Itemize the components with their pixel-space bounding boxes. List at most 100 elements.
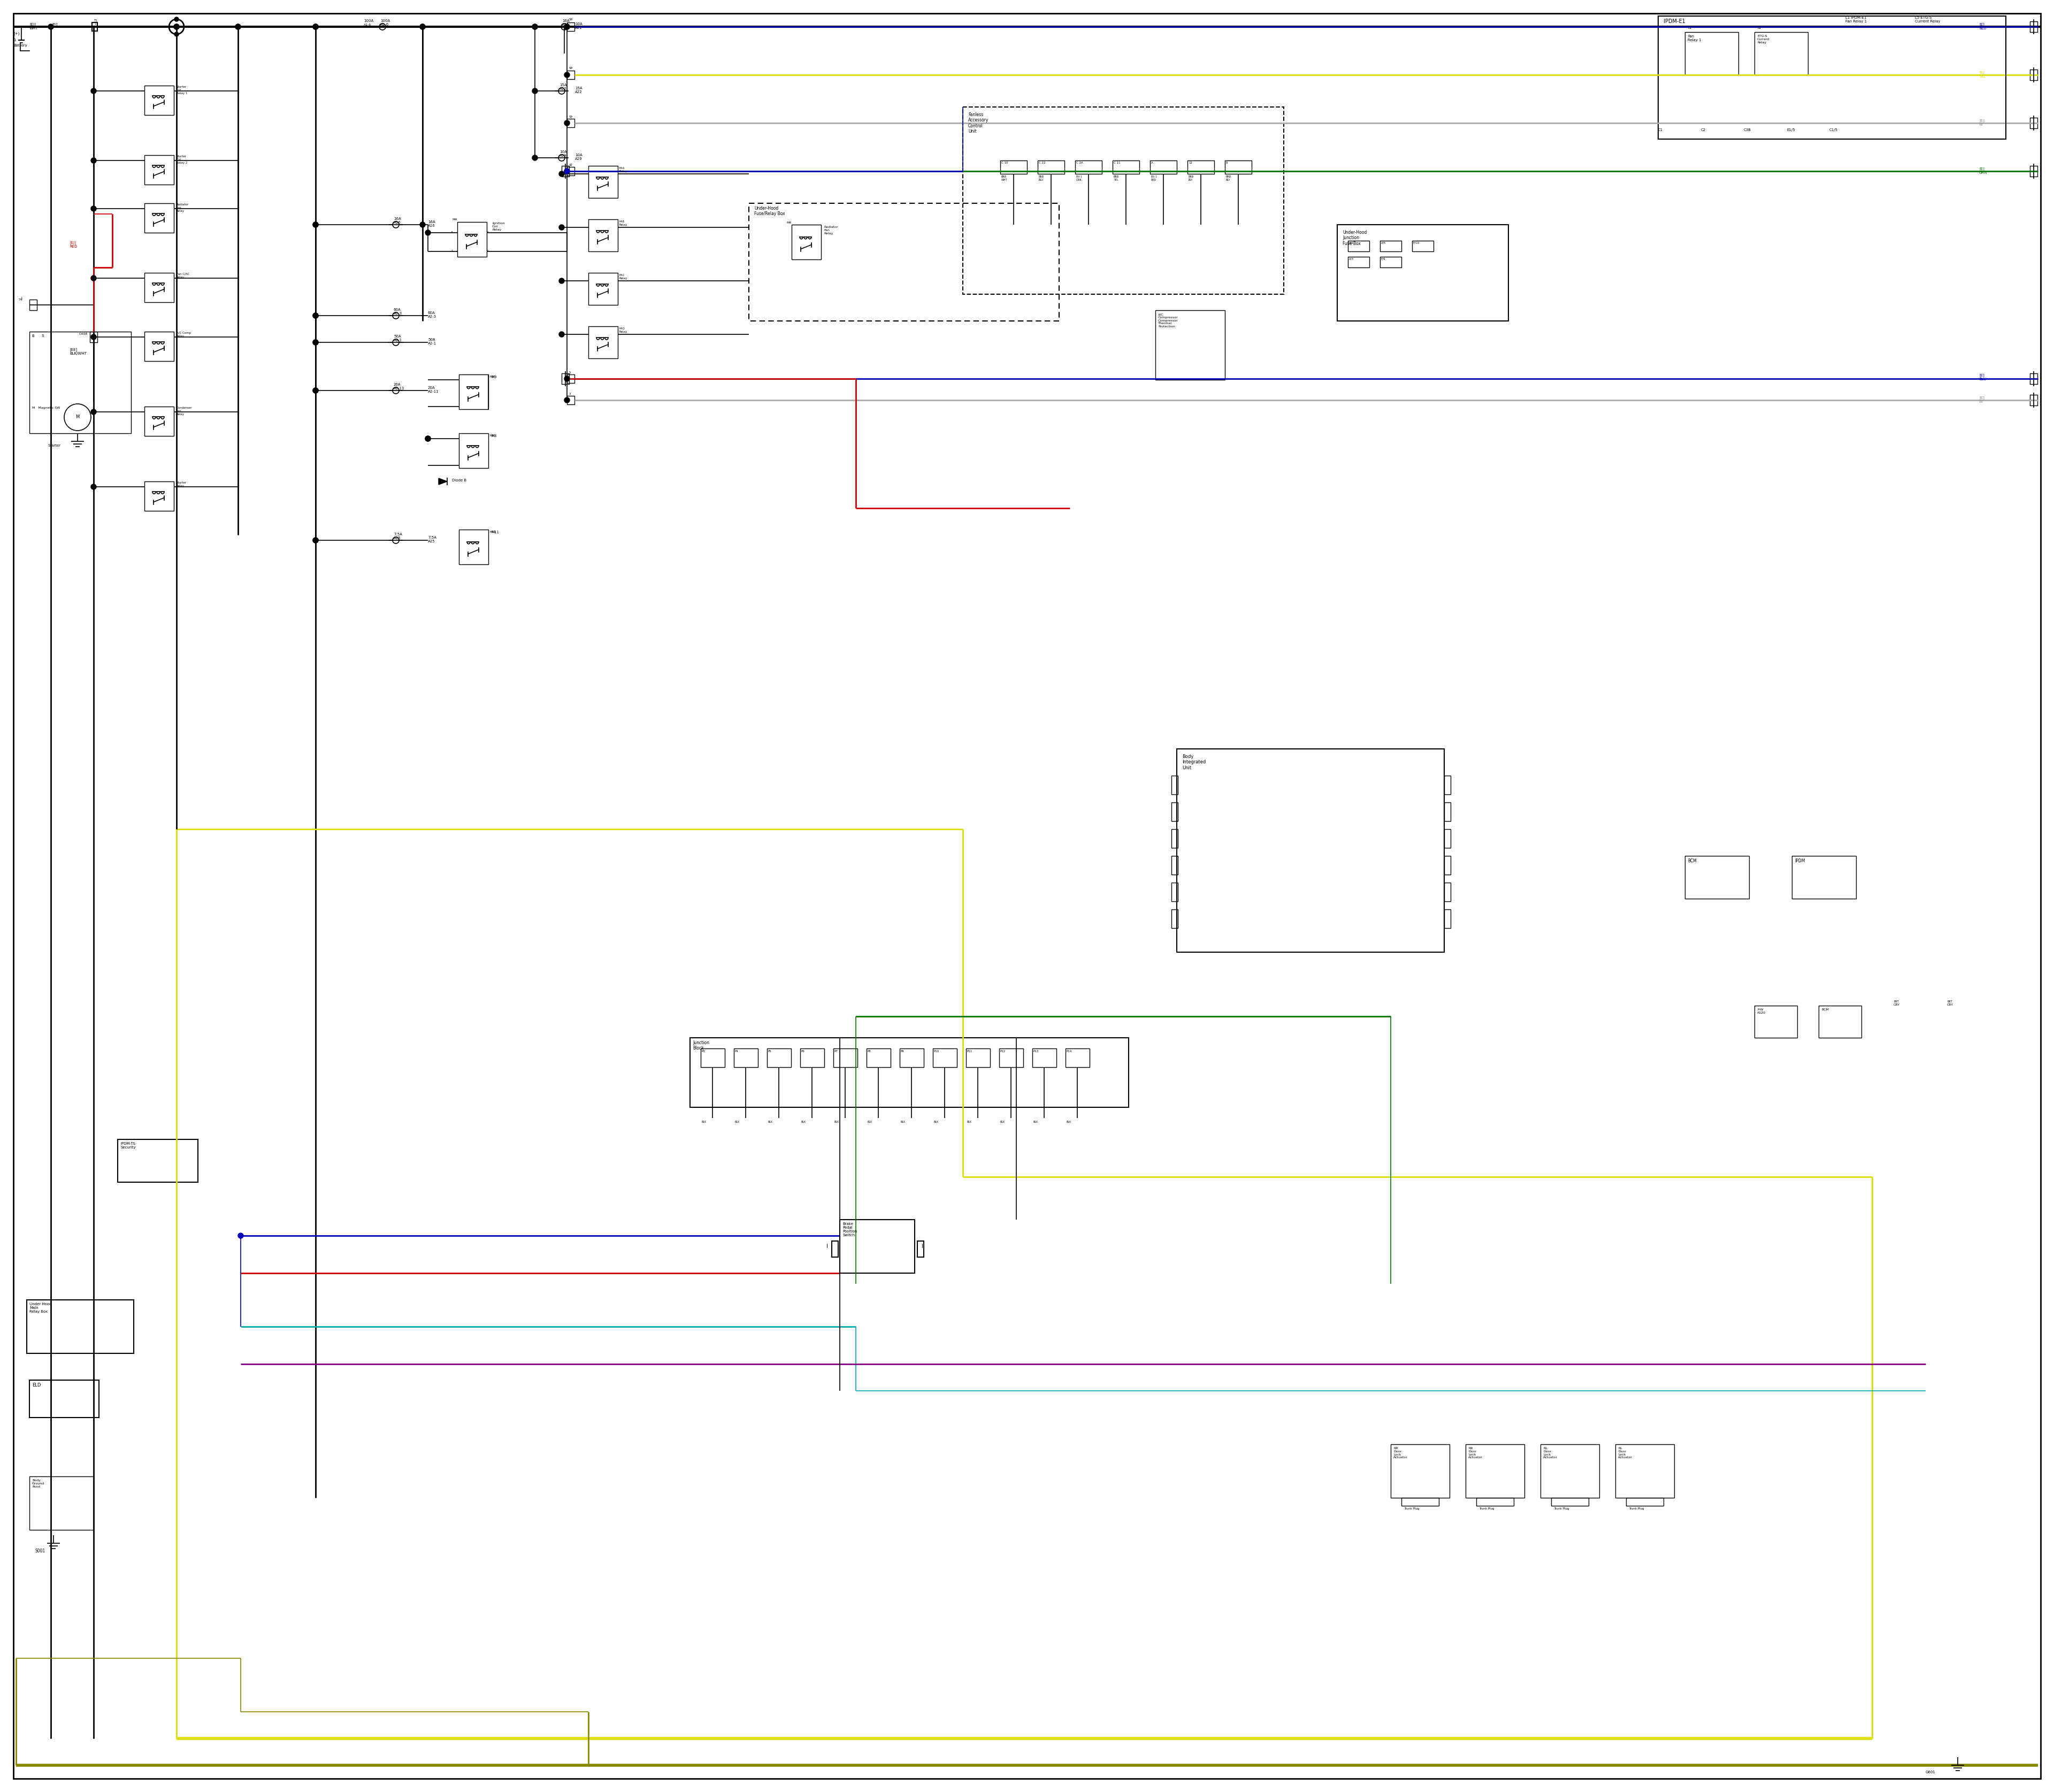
Circle shape xyxy=(312,222,318,228)
Bar xyxy=(1658,16,2007,140)
Text: [E]
W: [E] W xyxy=(1980,118,1984,125)
Circle shape xyxy=(532,23,538,29)
Text: Starter: Starter xyxy=(47,444,62,448)
Text: T4: T4 xyxy=(18,299,23,301)
Bar xyxy=(587,167,618,197)
Bar xyxy=(1113,161,1140,174)
Text: Body
Ground
Point: Body Ground Point xyxy=(33,1478,45,1487)
Text: 42: 42 xyxy=(569,163,573,167)
Circle shape xyxy=(565,398,569,403)
Text: Fan C/AC
Relay: Fan C/AC Relay xyxy=(177,272,189,278)
Bar xyxy=(117,1140,197,1183)
Bar xyxy=(801,1048,824,1068)
Bar xyxy=(965,1048,990,1068)
Circle shape xyxy=(565,72,569,77)
Bar xyxy=(1171,857,1177,874)
Bar xyxy=(933,1048,957,1068)
Bar xyxy=(1467,1444,1524,1498)
Bar xyxy=(2029,394,2038,405)
Bar xyxy=(2029,373,2038,383)
Bar xyxy=(1150,161,1177,174)
Bar xyxy=(1171,776,1177,794)
Text: C408: C408 xyxy=(80,333,88,335)
Text: Ignition
Coil
Relay: Ignition Coil Relay xyxy=(493,222,505,231)
Circle shape xyxy=(559,172,565,177)
Text: BIT
CRY: BIT CRY xyxy=(1947,1000,1953,1005)
Text: (+): (+) xyxy=(14,32,18,36)
Text: [E]
GRN: [E] GRN xyxy=(1980,167,1988,174)
Text: 100A: 100A xyxy=(364,20,374,23)
Text: F/9: F/9 xyxy=(1380,258,1386,260)
Bar xyxy=(2029,118,2038,129)
Circle shape xyxy=(90,158,97,163)
Text: [E]
W: [E] W xyxy=(1980,396,1984,403)
Bar xyxy=(29,1477,94,1530)
Circle shape xyxy=(565,23,569,29)
Text: M-D
Relay: M-D Relay xyxy=(620,328,629,333)
Circle shape xyxy=(312,340,318,346)
Text: A/3: A/3 xyxy=(1349,258,1354,260)
Text: 12: 12 xyxy=(1189,161,1191,165)
Text: 16A
A16: 16A A16 xyxy=(427,220,435,228)
Text: IPDM: IPDM xyxy=(1795,858,1805,864)
Text: BLK: BLK xyxy=(735,1120,739,1124)
Text: P12: P12 xyxy=(1000,1050,1006,1052)
Text: M-A
Relay: M-A Relay xyxy=(620,167,629,172)
Text: Body
Integrated
Unit: Body Integrated Unit xyxy=(1183,754,1206,771)
Text: Starter
Relay: Starter Relay xyxy=(177,482,187,487)
Text: Fan
Relay 1: Fan Relay 1 xyxy=(1688,34,1701,41)
Text: M-C
Relay: M-C Relay xyxy=(620,274,629,280)
Bar xyxy=(1380,240,1401,251)
Circle shape xyxy=(90,484,97,489)
Text: 1: 1 xyxy=(14,38,16,41)
Text: C1: C1 xyxy=(1658,129,1664,131)
Bar xyxy=(1684,857,1750,898)
Text: M11: M11 xyxy=(491,530,497,534)
Bar xyxy=(144,86,175,115)
Circle shape xyxy=(90,88,97,93)
Circle shape xyxy=(559,332,565,337)
Circle shape xyxy=(236,23,240,29)
Text: 7.5A
A25: 7.5A A25 xyxy=(427,536,435,543)
Bar xyxy=(700,1048,725,1068)
Text: 15A
A22: 15A A22 xyxy=(575,86,581,93)
Text: BLK: BLK xyxy=(702,1120,707,1124)
Text: BRB
BLY: BRB BLY xyxy=(1189,176,1193,181)
Text: M8: M8 xyxy=(491,434,495,437)
Bar xyxy=(1171,803,1177,821)
Text: [E]
BLU: [E] BLU xyxy=(1980,373,1986,380)
Bar xyxy=(144,407,175,435)
Bar xyxy=(1391,1444,1450,1498)
Bar xyxy=(1754,32,1808,75)
Circle shape xyxy=(312,222,318,228)
Text: A/5: A/5 xyxy=(1380,242,1386,244)
Text: BCM: BCM xyxy=(1822,1009,1828,1011)
Circle shape xyxy=(175,32,179,36)
Text: 60A
A2-3: 60A A2-3 xyxy=(394,308,403,315)
Text: C3B: C3B xyxy=(1744,129,1752,131)
Text: Under Hood
Main
Relay Box: Under Hood Main Relay Box xyxy=(29,1303,51,1314)
Bar xyxy=(1444,776,1450,794)
Text: L1 IPDM-E1
Fan Relay 1: L1 IPDM-E1 Fan Relay 1 xyxy=(1844,16,1867,23)
Bar xyxy=(458,375,489,409)
Text: Trunk Plug: Trunk Plug xyxy=(1555,1507,1569,1511)
Circle shape xyxy=(312,387,318,392)
Text: P5: P5 xyxy=(768,1050,772,1052)
Circle shape xyxy=(425,435,431,441)
Text: BLK: BLK xyxy=(1000,1120,1004,1124)
Circle shape xyxy=(312,23,318,29)
Text: S9: S9 xyxy=(569,18,573,22)
Circle shape xyxy=(312,340,318,346)
Circle shape xyxy=(90,276,97,281)
Text: BLK: BLK xyxy=(1033,1120,1039,1124)
Text: M4: M4 xyxy=(452,219,456,220)
Text: P11: P11 xyxy=(967,1050,974,1052)
Circle shape xyxy=(90,409,97,414)
Bar xyxy=(1444,857,1450,874)
Text: 60A
A2-3: 60A A2-3 xyxy=(427,312,438,319)
Bar xyxy=(1684,32,1738,75)
Bar xyxy=(2029,70,2038,81)
Text: C1/5: C1/5 xyxy=(1830,129,1838,131)
Text: Battery: Battery xyxy=(14,43,27,47)
Text: M4: M4 xyxy=(787,222,791,224)
